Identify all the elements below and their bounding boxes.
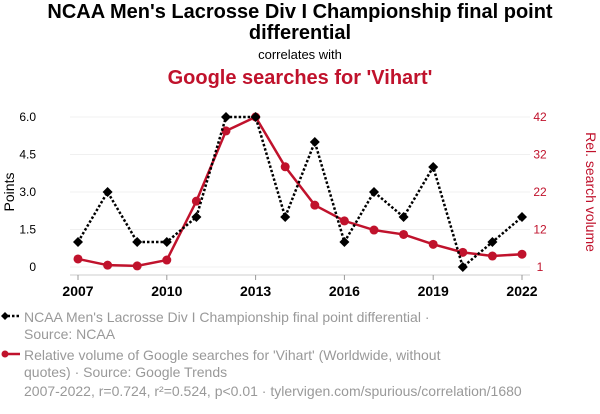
chart-title: NCAA Men's Lacrosse Div I Championship f… bbox=[47, 1, 553, 44]
data-point-ncaa bbox=[161, 237, 172, 247]
legend-source: Source: NCAA bbox=[24, 326, 116, 342]
x-tick-label: 2019 bbox=[418, 283, 449, 299]
data-point-google bbox=[310, 200, 320, 210]
right-tick-label: 42 bbox=[533, 110, 547, 124]
x-tick-label: 2022 bbox=[506, 283, 537, 299]
data-point-ncaa bbox=[309, 137, 320, 147]
data-point-ncaa bbox=[428, 162, 439, 172]
legend-label: NCAA Men's Lacrosse Div I Championship f… bbox=[24, 309, 430, 325]
data-point-google bbox=[517, 249, 527, 259]
data-point-google bbox=[103, 260, 113, 270]
data-point-ncaa bbox=[398, 212, 409, 222]
data-point-google bbox=[487, 251, 497, 261]
left-axis-label: Points bbox=[1, 173, 17, 212]
chart-subtitle: Google searches for 'Vihart' bbox=[167, 67, 433, 89]
data-point-ncaa bbox=[221, 112, 231, 122]
data-point-google bbox=[428, 239, 438, 249]
right-tick-label: 12 bbox=[533, 223, 547, 237]
data-point-google bbox=[73, 254, 83, 264]
data-point-ncaa bbox=[369, 187, 379, 197]
data-point-ncaa bbox=[191, 212, 202, 222]
left-tick-label: 0 bbox=[29, 260, 36, 274]
right-tick-label: 32 bbox=[533, 148, 547, 162]
x-tick-label: 2010 bbox=[151, 283, 182, 299]
legend-item-google: Relative volume of Google searches for '… bbox=[24, 347, 440, 381]
data-point-ncaa bbox=[487, 237, 498, 247]
correlates-label: correlates with bbox=[258, 47, 342, 62]
data-point-ncaa bbox=[339, 237, 350, 247]
x-tick-label: 2016 bbox=[329, 283, 360, 299]
data-point-ncaa bbox=[132, 237, 143, 247]
data-point-google bbox=[369, 225, 379, 235]
legend-circle-icon bbox=[1, 350, 9, 358]
right-tick-label: 22 bbox=[533, 185, 547, 199]
data-point-google bbox=[191, 196, 201, 206]
left-tick-label: 6.0 bbox=[19, 110, 36, 124]
data-point-google bbox=[280, 162, 290, 172]
left-tick-label: 4.5 bbox=[19, 148, 36, 162]
series-line-ncaa bbox=[76, 115, 523, 270]
data-point-ncaa bbox=[102, 187, 113, 197]
data-point-ncaa bbox=[457, 262, 468, 272]
data-point-ncaa bbox=[280, 212, 291, 222]
data-point-ncaa bbox=[517, 212, 527, 222]
left-tick-label: 1.5 bbox=[19, 223, 36, 237]
data-point-google bbox=[458, 247, 468, 257]
x-tick-label: 2007 bbox=[62, 283, 93, 299]
series-line-google bbox=[77, 115, 523, 268]
legend-diamond-icon bbox=[1, 312, 9, 320]
legend-item-ncaa: NCAA Men's Lacrosse Div I Championship f… bbox=[24, 309, 430, 343]
legend-source: quotes) · Source: Google Trends bbox=[24, 364, 228, 380]
right-tick-label: 1 bbox=[537, 260, 544, 274]
right-axis-label: Rel. search volume bbox=[583, 132, 599, 252]
data-point-ncaa bbox=[250, 112, 261, 122]
footer-stats: 2007-2022, r=0.724, r²=0.524, p<0.01 · t… bbox=[24, 383, 522, 399]
x-tick-label: 2013 bbox=[240, 283, 271, 299]
left-tick-label: 3.0 bbox=[19, 185, 36, 199]
data-point-google bbox=[162, 255, 172, 265]
data-point-ncaa bbox=[73, 237, 83, 247]
data-point-google bbox=[221, 126, 231, 136]
data-point-google bbox=[132, 261, 142, 271]
data-point-google bbox=[399, 229, 409, 239]
legend-label: Relative volume of Google searches for '… bbox=[24, 347, 441, 363]
data-point-google bbox=[339, 216, 349, 226]
